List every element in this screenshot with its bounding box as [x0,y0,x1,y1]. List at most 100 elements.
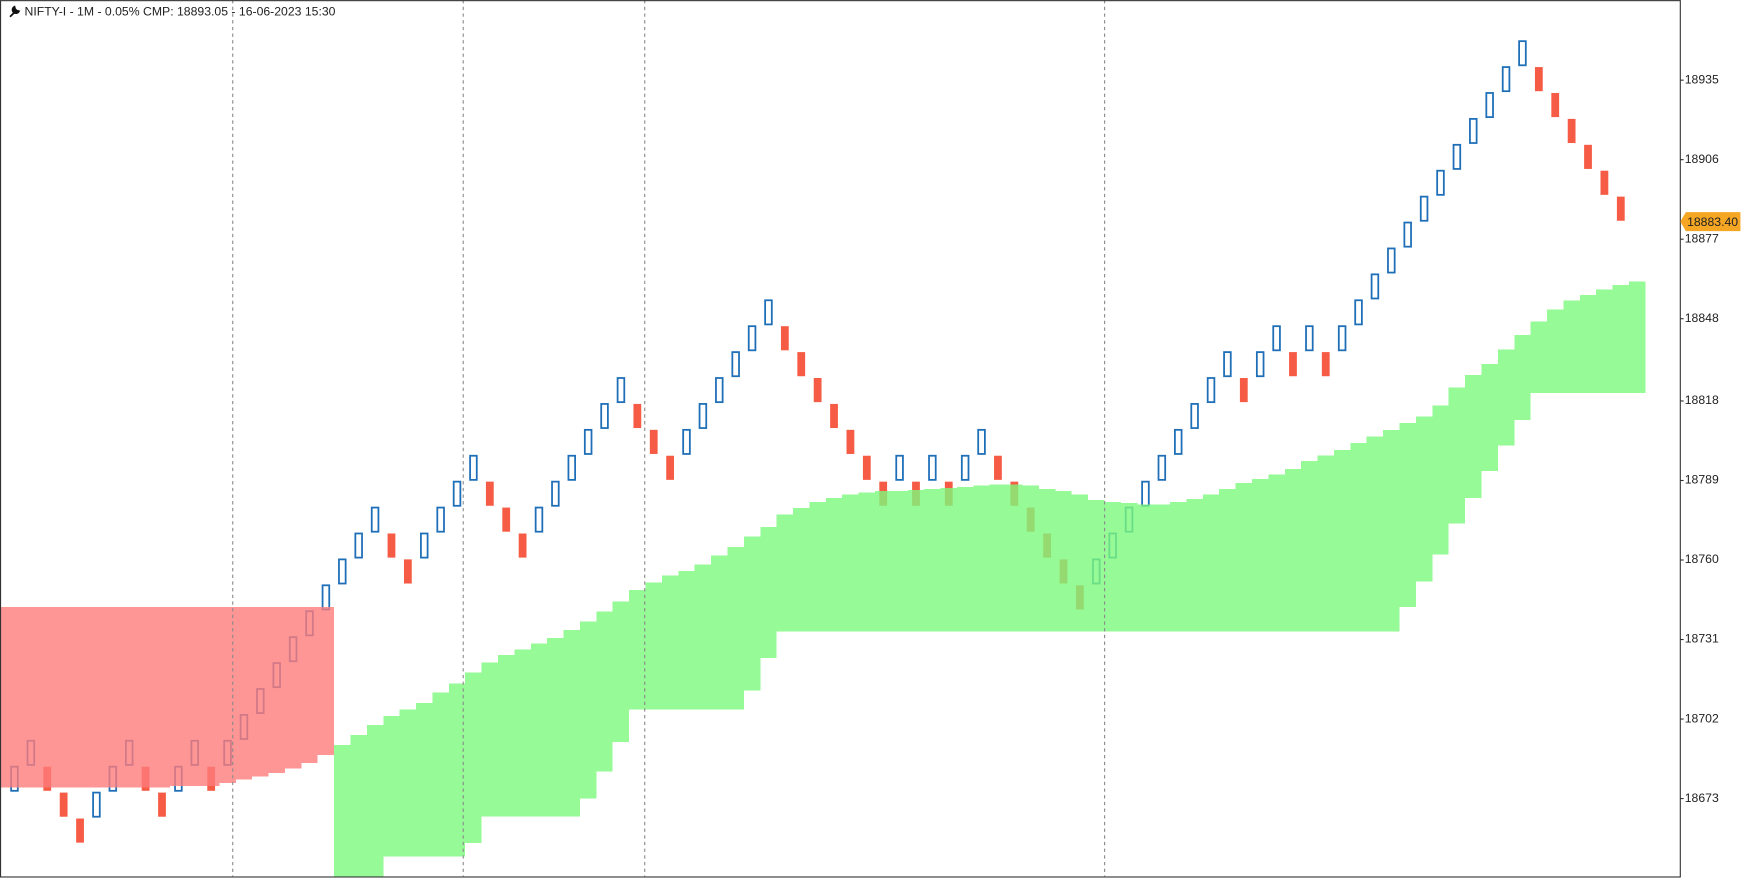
band-cell [612,601,630,742]
band-cell [1202,494,1220,632]
band-cell [629,590,646,710]
down-brick [780,326,789,351]
up-brick [321,584,331,611]
band-cell [1596,289,1613,394]
up-brick [1485,92,1494,118]
down-brick [666,455,675,480]
up-brick [1255,351,1265,378]
up-brick [1190,403,1199,429]
down-brick [158,792,166,817]
up-brick [715,377,724,404]
band-cell [350,734,367,877]
up-brick [1206,377,1216,404]
down-brick [846,429,855,454]
up-brick [1419,195,1429,222]
down-brick [403,559,412,584]
up-brick [928,454,937,481]
up-brick [960,454,970,481]
band-cell [1284,468,1302,632]
down-brick [994,455,1002,480]
band-cell [1137,504,1154,632]
bands [0,281,1646,877]
down-brick [1584,144,1592,169]
band-cell [252,606,269,777]
y-tick-label: 18731 [1685,632,1719,646]
up-brick [698,403,708,429]
up-brick [977,428,986,455]
y-tick-label: 18877 [1685,231,1719,245]
up-brick [583,428,593,455]
down-brick [485,481,494,506]
band-cell [579,621,597,799]
band-cell [1514,335,1531,420]
band-cell [1022,485,1039,632]
up-brick [682,428,691,455]
up-brick [92,791,101,818]
band-cell [481,662,499,817]
band-cell [1088,499,1105,632]
chart-title: NIFTY-I - 1M - 0.05% CMP: 18893.05 - 16-… [24,5,335,19]
band-cell [809,502,826,632]
band-cell [1547,309,1564,394]
band-cell [202,606,220,787]
up-brick [567,454,577,481]
session-separators [232,0,1106,877]
band-cell [743,536,761,691]
band-cell [153,606,171,788]
band-cell [1628,281,1646,394]
band-cell [22,606,40,788]
band-cell [1251,478,1269,632]
band-cell [891,491,908,632]
down-brick [797,352,806,377]
band-cell [1333,450,1351,632]
band-cell [268,606,285,773]
up-brick [616,377,626,404]
band-cell [1432,405,1449,555]
settings-icon[interactable] [9,5,21,18]
band-cell [1219,488,1236,632]
band-cell [1170,502,1187,632]
band-cell [678,571,695,710]
band-cell [760,526,777,659]
band-cell [416,702,433,857]
band-cell [1497,349,1515,446]
up-brick [1141,480,1150,507]
down-brick [1239,378,1248,403]
band-cell [284,606,302,769]
up-brick [1337,325,1347,352]
band-cell [1465,375,1482,498]
down-brick [59,792,68,817]
band-cell [547,638,564,817]
up-brick [370,506,380,533]
band-cell [514,649,531,817]
plot-frame [0,0,1681,878]
down-brick [830,403,838,429]
down-brick [649,429,658,454]
up-brick [338,558,347,585]
band-cell [137,606,154,788]
up-brick [1501,66,1511,93]
band-cell [825,497,843,632]
band-cell [1071,494,1089,632]
band-cell [1268,474,1285,632]
band-cell [55,606,72,788]
band-cell [219,606,236,783]
up-brick [895,454,904,481]
band-cell [596,611,613,772]
band-cell [399,709,417,857]
band-cell [793,507,810,632]
band-cell [1186,498,1203,632]
band-cell [645,582,662,710]
band-cell [711,555,728,710]
band-cell [530,643,548,817]
band-cell [1301,461,1318,632]
band-cell [104,606,122,788]
band-cell [1383,429,1400,632]
band-cell [661,575,679,710]
y-tick-label: 18702 [1685,711,1719,725]
band-cell [366,725,384,877]
up-brick [534,506,544,533]
down-brick [633,403,642,429]
band-cell [1481,364,1498,472]
up-brick [1403,221,1412,248]
